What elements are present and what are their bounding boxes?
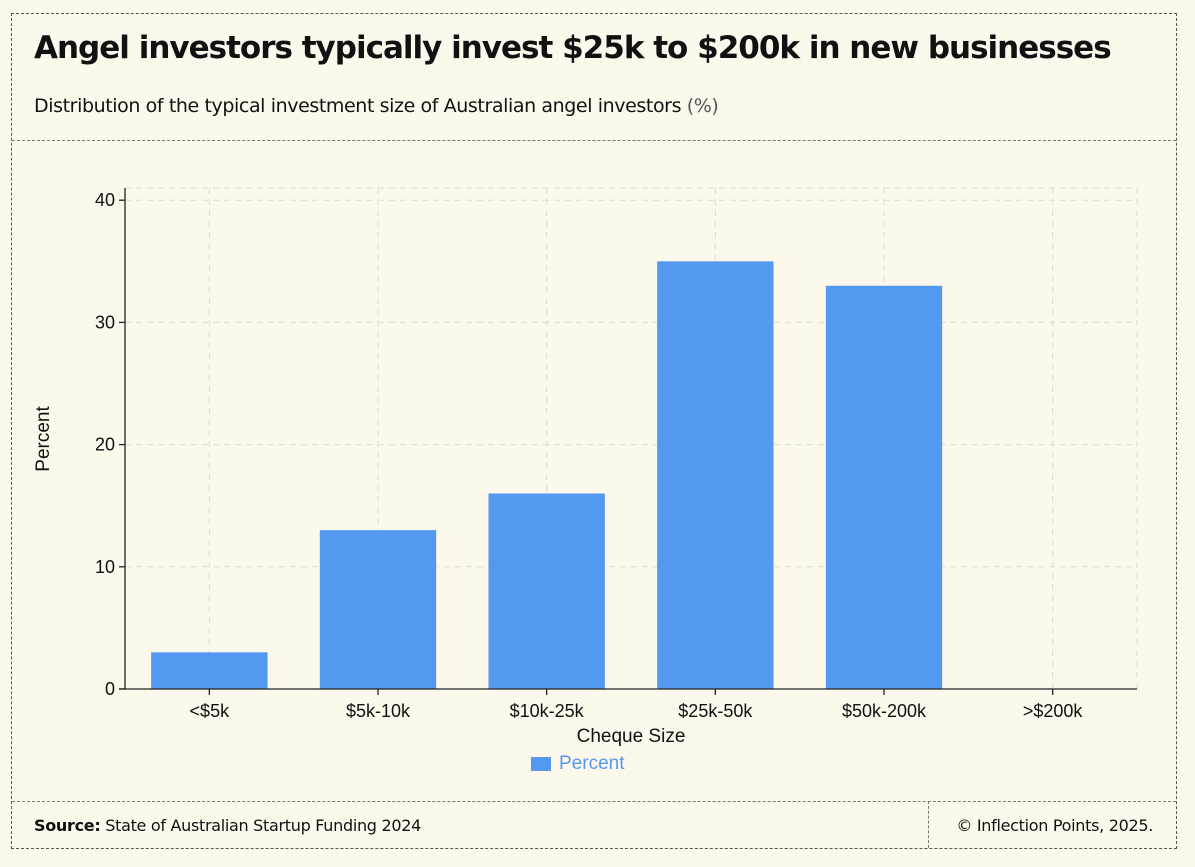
bar-0: [151, 652, 268, 689]
x-tick-label: $25k-50k: [678, 701, 753, 721]
header-divider: [12, 140, 1176, 141]
y-axis-title: Percent: [33, 406, 54, 472]
x-tick-label: >$200k: [1023, 701, 1084, 721]
x-tick-label: <$5k: [190, 701, 231, 721]
y-tick-label: 30: [95, 312, 115, 332]
legend-label: Percent: [559, 753, 625, 774]
source-label: Source:: [34, 816, 101, 835]
bar-4: [825, 285, 943, 689]
label-layer: 0 10 20 30 40 <$5k $5k-10k $10k-25k $25k-50k $50k…: [95, 190, 1083, 721]
y-tick-label: 0: [105, 679, 115, 699]
x-tick-label: $50k-200k: [842, 701, 927, 721]
footer-divider: [12, 801, 1176, 802]
chart-title: Angel investors typically invest $25k to…: [34, 30, 1112, 66]
bar-3: [657, 261, 774, 689]
bar-1: [319, 530, 437, 689]
x-axis-title: Cheque Size: [577, 726, 686, 747]
y-tick-label: 40: [95, 190, 115, 210]
bar-layer: [151, 261, 943, 689]
copyright-note: © Inflection Points, 2025.: [956, 816, 1153, 835]
card-frame: [11, 13, 1177, 849]
x-tick-label: $5k-10k: [346, 701, 411, 721]
y-tick-label: 10: [95, 557, 115, 577]
legend-swatch: [531, 757, 551, 771]
x-tick-label: $10k-25k: [510, 701, 585, 721]
subtitle-unit: (%): [686, 95, 719, 117]
bar-2: [488, 493, 605, 689]
source-text: State of Australian Startup Funding 2024: [105, 816, 421, 835]
footer-vertical-divider: [928, 801, 929, 848]
grid-layer: [125, 187, 1138, 690]
source-note: Source: State of Australian Startup Fund…: [34, 816, 421, 835]
y-tick-label: 20: [95, 435, 115, 455]
subtitle-text: Distribution of the typical investment s…: [34, 95, 682, 117]
chart-subtitle: Distribution of the typical investment s…: [34, 95, 719, 117]
axis-layer: [119, 188, 1137, 695]
